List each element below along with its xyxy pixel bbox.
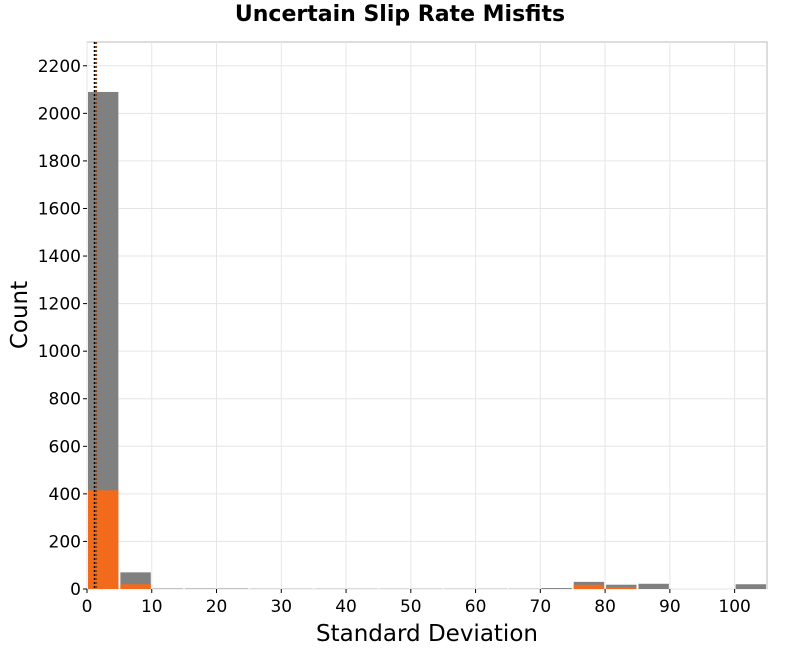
x-tick-label: 90	[659, 597, 681, 617]
histogram-bar-total	[735, 584, 766, 589]
x-tick-label: 50	[400, 597, 422, 617]
x-tick-label: 0	[82, 597, 93, 617]
histogram-bar-total	[541, 588, 572, 589]
chart-title: Uncertain Slip Rate Misfits	[234, 2, 566, 27]
x-axis-title: Standard Deviation	[316, 621, 538, 647]
y-tick-label: 400	[49, 485, 81, 505]
y-tick-label: 2000	[38, 104, 81, 124]
grid-lines	[86, 42, 767, 590]
y-tick-label: 1400	[38, 247, 81, 267]
histogram-bar-highlight	[573, 584, 605, 589]
y-tick-label: 2200	[38, 57, 81, 77]
y-tick-label: 1600	[38, 199, 81, 219]
y-tick-label: 1200	[38, 295, 81, 315]
histogram-bar-highlight	[606, 587, 637, 589]
histogram-bar-highlight	[120, 584, 151, 589]
y-axis-ticks: 0 200 400 600 800 1000 1200 1400 1600 1800 2000 220…	[38, 57, 87, 600]
y-tick-label: 800	[49, 390, 81, 410]
reference-lines	[93, 42, 98, 589]
plot-background	[86, 41, 768, 590]
histogram-bar-highlight	[88, 490, 119, 589]
x-tick-label: 20	[206, 597, 228, 617]
x-tick-label: 80	[594, 597, 616, 617]
y-axis-title: Count	[7, 281, 33, 349]
y-tick-label: 200	[49, 532, 81, 552]
histogram-bar-total	[638, 583, 669, 589]
y-tick-label: 1800	[38, 152, 81, 172]
histogram-bars	[88, 91, 766, 589]
histogram-bar-total	[606, 584, 637, 589]
y-tick-label: 0	[70, 580, 81, 600]
x-tick-label: 60	[465, 597, 487, 617]
x-tick-label: 30	[270, 597, 292, 617]
x-axis-ticks: 0 10 20 30 40 50 60 70 80 90 100	[82, 589, 751, 617]
y-tick-label: 1000	[38, 342, 81, 362]
x-tick-label: 10	[141, 597, 163, 617]
x-tick-label: 70	[530, 597, 552, 617]
x-tick-label: 40	[335, 597, 357, 617]
x-tick-label: 100	[718, 597, 750, 617]
y-tick-label: 600	[49, 437, 81, 457]
